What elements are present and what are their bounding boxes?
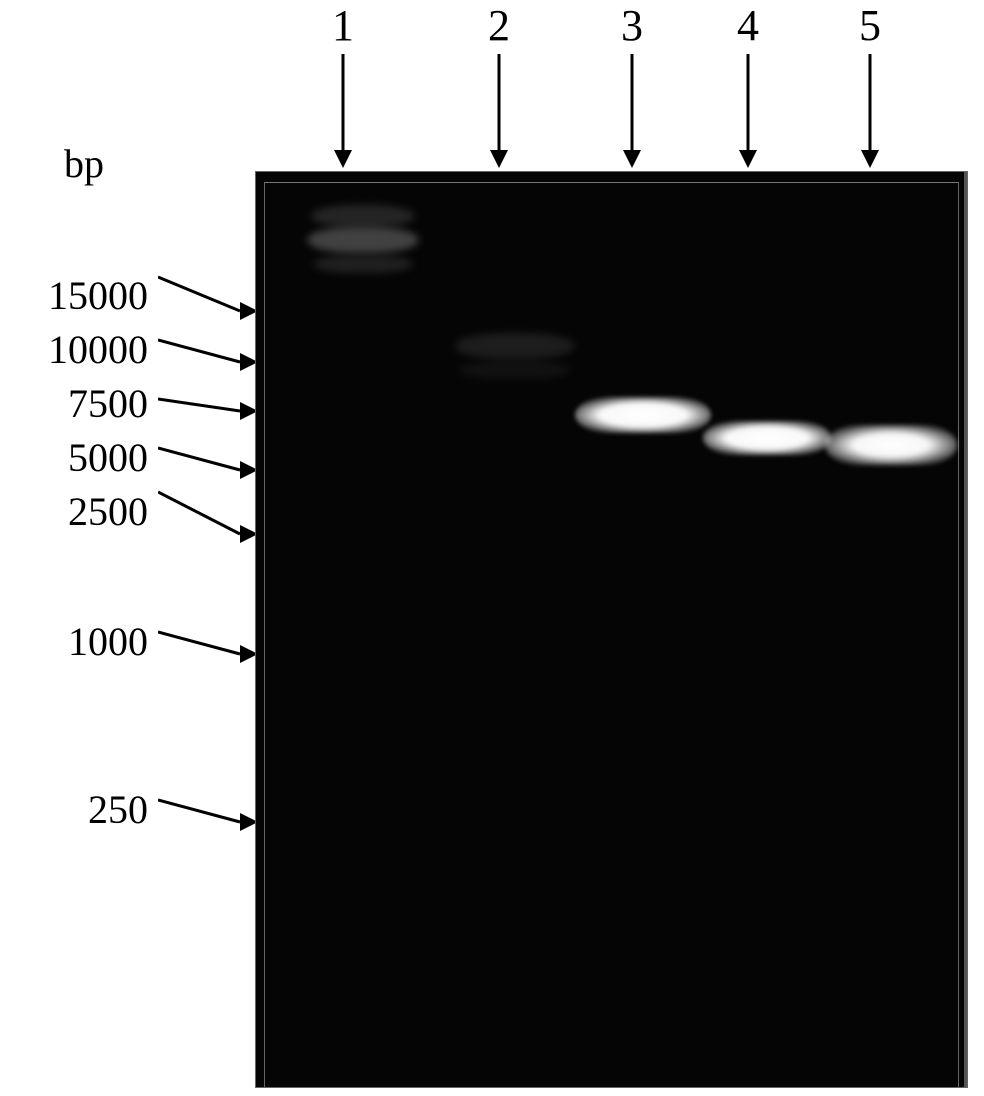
gel-inner-border: [264, 182, 959, 1087]
marker-arrow-15000: [158, 280, 258, 310]
lane-label-5: 5: [850, 0, 890, 51]
marker-label-250: 250: [8, 786, 148, 833]
marker-label-1000: 1000: [8, 618, 148, 665]
lane-label-4: 4: [728, 0, 768, 51]
gel-image: [255, 171, 968, 1088]
marker-label-15000: 15000: [8, 272, 148, 319]
lane5-band: [825, 425, 957, 465]
lane1-smear-b: [307, 227, 419, 253]
marker-arrow-2500: [158, 498, 258, 528]
gel-right-edge: [964, 172, 967, 1087]
lane3-band: [575, 397, 711, 433]
arrow-right-icon: [158, 788, 258, 834]
marker-label-7500: 7500: [8, 380, 148, 427]
arrow-right-icon: [158, 328, 258, 374]
lane-arrow-2: [479, 54, 519, 168]
lane-arrow-4: [728, 54, 768, 168]
lane-arrow-3: [612, 54, 652, 168]
lane1-smear-a: [311, 205, 415, 227]
arrow-right-icon: [158, 620, 258, 666]
lane2-smear-a: [455, 333, 575, 359]
marker-arrow-1000: [158, 628, 258, 658]
arrow-right-icon: [158, 436, 258, 482]
lane-arrow-1: [323, 54, 363, 168]
marker-label-10000: 10000: [8, 326, 148, 373]
marker-arrow-250: [158, 796, 258, 826]
arrow-down-icon: [620, 54, 644, 168]
lane-arrow-5: [850, 54, 890, 168]
marker-label-5000: 5000: [8, 434, 148, 481]
lane2-smear-b: [459, 361, 571, 379]
arrow-down-icon: [858, 54, 882, 168]
lane-label-1: 1: [323, 0, 363, 51]
arrow-right-icon: [158, 480, 258, 546]
marker-label-2500: 2500: [8, 488, 148, 535]
lane-label-2: 2: [479, 0, 519, 51]
marker-arrow-10000: [158, 336, 258, 366]
arrow-down-icon: [487, 54, 511, 168]
lane1-smear-c: [313, 255, 413, 273]
lane-label-3: 3: [612, 0, 652, 51]
arrow-down-icon: [331, 54, 355, 168]
marker-arrow-5000: [158, 444, 258, 474]
bp-unit-label: bp: [64, 140, 104, 187]
marker-arrow-7500: [158, 390, 258, 420]
arrow-right-icon: [158, 265, 258, 325]
arrow-down-icon: [736, 54, 760, 168]
lane4-band: [703, 421, 831, 455]
arrow-right-icon: [158, 387, 258, 423]
